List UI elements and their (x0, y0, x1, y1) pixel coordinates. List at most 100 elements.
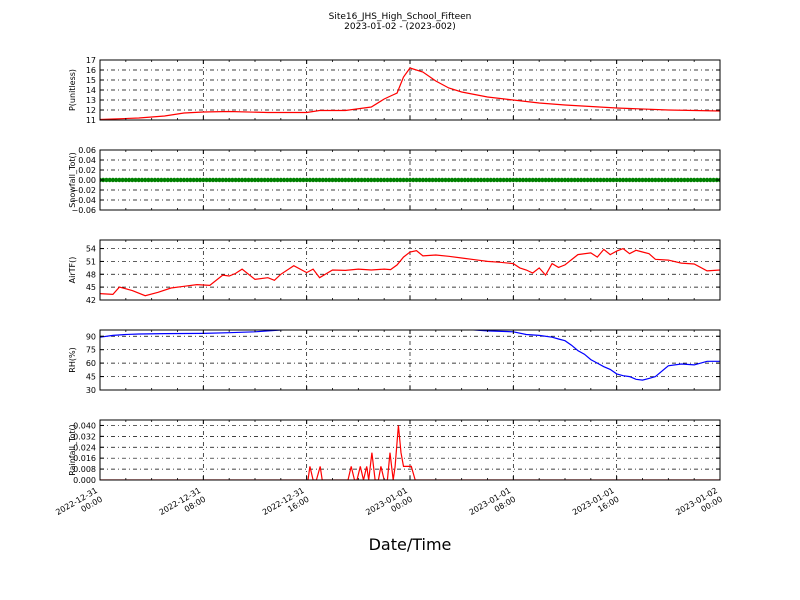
data-point (591, 177, 597, 183)
data-point (314, 177, 319, 183)
y-tick-label: −0.02 (71, 186, 96, 195)
data-point (611, 177, 616, 183)
x-axis-label: Date/Time (369, 535, 452, 554)
data-point (369, 177, 374, 183)
y-axis-label: P(unitless) (68, 69, 77, 111)
y-tick-label: 51 (86, 257, 96, 266)
data-point (120, 177, 125, 183)
y-tick-label: 0.02 (78, 166, 96, 175)
data-point (433, 177, 439, 183)
data-point (640, 177, 645, 183)
data-point (524, 177, 529, 183)
data-point (294, 177, 300, 183)
series-line (100, 425, 720, 480)
data-point (385, 177, 390, 183)
chart-title: Site16_JHS_High_School_Fifteen (329, 12, 472, 22)
data-point (556, 177, 561, 183)
y-tick-label: 0.06 (78, 146, 96, 155)
data-point (239, 177, 245, 183)
data-point (675, 177, 681, 183)
data-point (656, 177, 661, 183)
data-point (559, 177, 564, 183)
y-tick-label: 75 (86, 346, 96, 355)
data-point (685, 177, 690, 183)
data-point (614, 177, 619, 183)
data-point (381, 177, 387, 183)
data-point (178, 177, 183, 183)
data-point (104, 177, 109, 183)
data-point (427, 177, 432, 183)
data-point (256, 177, 261, 183)
data-point (417, 177, 422, 183)
y-tick-label: 0.016 (73, 454, 96, 463)
series-line (100, 330, 720, 381)
data-point (507, 177, 513, 183)
data-point (175, 177, 180, 183)
x-tick-label: 2023-01-0116:00 (571, 486, 621, 526)
data-point (317, 177, 322, 183)
data-point (307, 177, 313, 183)
data-point (233, 177, 238, 183)
data-point (646, 177, 652, 183)
data-point (320, 177, 326, 183)
data-point (281, 177, 287, 183)
data-point (197, 177, 203, 183)
data-point (630, 177, 636, 183)
y-tick-label: 0.000 (73, 476, 96, 485)
data-point (285, 177, 290, 183)
data-point (143, 177, 148, 183)
data-point (575, 177, 581, 183)
y-tick-label: 17 (86, 56, 96, 65)
data-point (504, 177, 510, 183)
data-point (585, 177, 590, 183)
panel-5: 0.000 0.008 0.016 0.024 0.032 0.040Rainfall_T… (68, 419, 721, 485)
data-point (259, 177, 264, 183)
data-point (265, 177, 271, 183)
data-point (401, 177, 406, 183)
data-point (637, 177, 642, 183)
data-point (359, 177, 364, 183)
y-tick-label: 0.032 (73, 432, 96, 441)
data-point (666, 177, 671, 183)
panel-2: −0.06−0.04−0.020.000.020.040.06Snowfall_… (68, 146, 721, 215)
data-point (701, 177, 707, 183)
data-point (226, 177, 232, 183)
x-tick-label: 2022-12-3100:00 (54, 486, 104, 526)
data-point (201, 177, 206, 183)
data-point (123, 177, 129, 183)
data-point (527, 177, 532, 183)
data-point (588, 177, 594, 183)
x-axis: 2022-12-3100:00 2022-12-3108:00 2022-12-31… (54, 486, 724, 526)
data-point (346, 177, 351, 183)
data-point (695, 177, 700, 183)
data-point (323, 177, 329, 183)
data-point (394, 177, 400, 183)
data-point (288, 177, 293, 183)
data-point (491, 177, 497, 183)
y-tick-label: 0.00 (78, 176, 96, 185)
data-point (462, 177, 468, 183)
data-point (627, 177, 632, 183)
data-point (223, 177, 229, 183)
data-point (330, 177, 335, 183)
data-point (117, 177, 122, 183)
data-point (165, 177, 171, 183)
y-tick-label: 16 (86, 66, 96, 75)
data-point (356, 177, 361, 183)
data-point (501, 177, 506, 183)
data-point (624, 177, 629, 183)
data-point (378, 177, 384, 183)
data-point (184, 177, 190, 183)
data-point (327, 177, 332, 183)
data-point (375, 177, 380, 183)
data-point (682, 177, 687, 183)
data-point (546, 177, 552, 183)
y-tick-label: 15 (86, 76, 96, 85)
data-point (291, 177, 296, 183)
data-point (398, 177, 403, 183)
data-point (436, 177, 442, 183)
data-point (149, 177, 154, 183)
series-line (100, 67, 720, 120)
data-point (514, 177, 519, 183)
data-point (136, 177, 141, 183)
